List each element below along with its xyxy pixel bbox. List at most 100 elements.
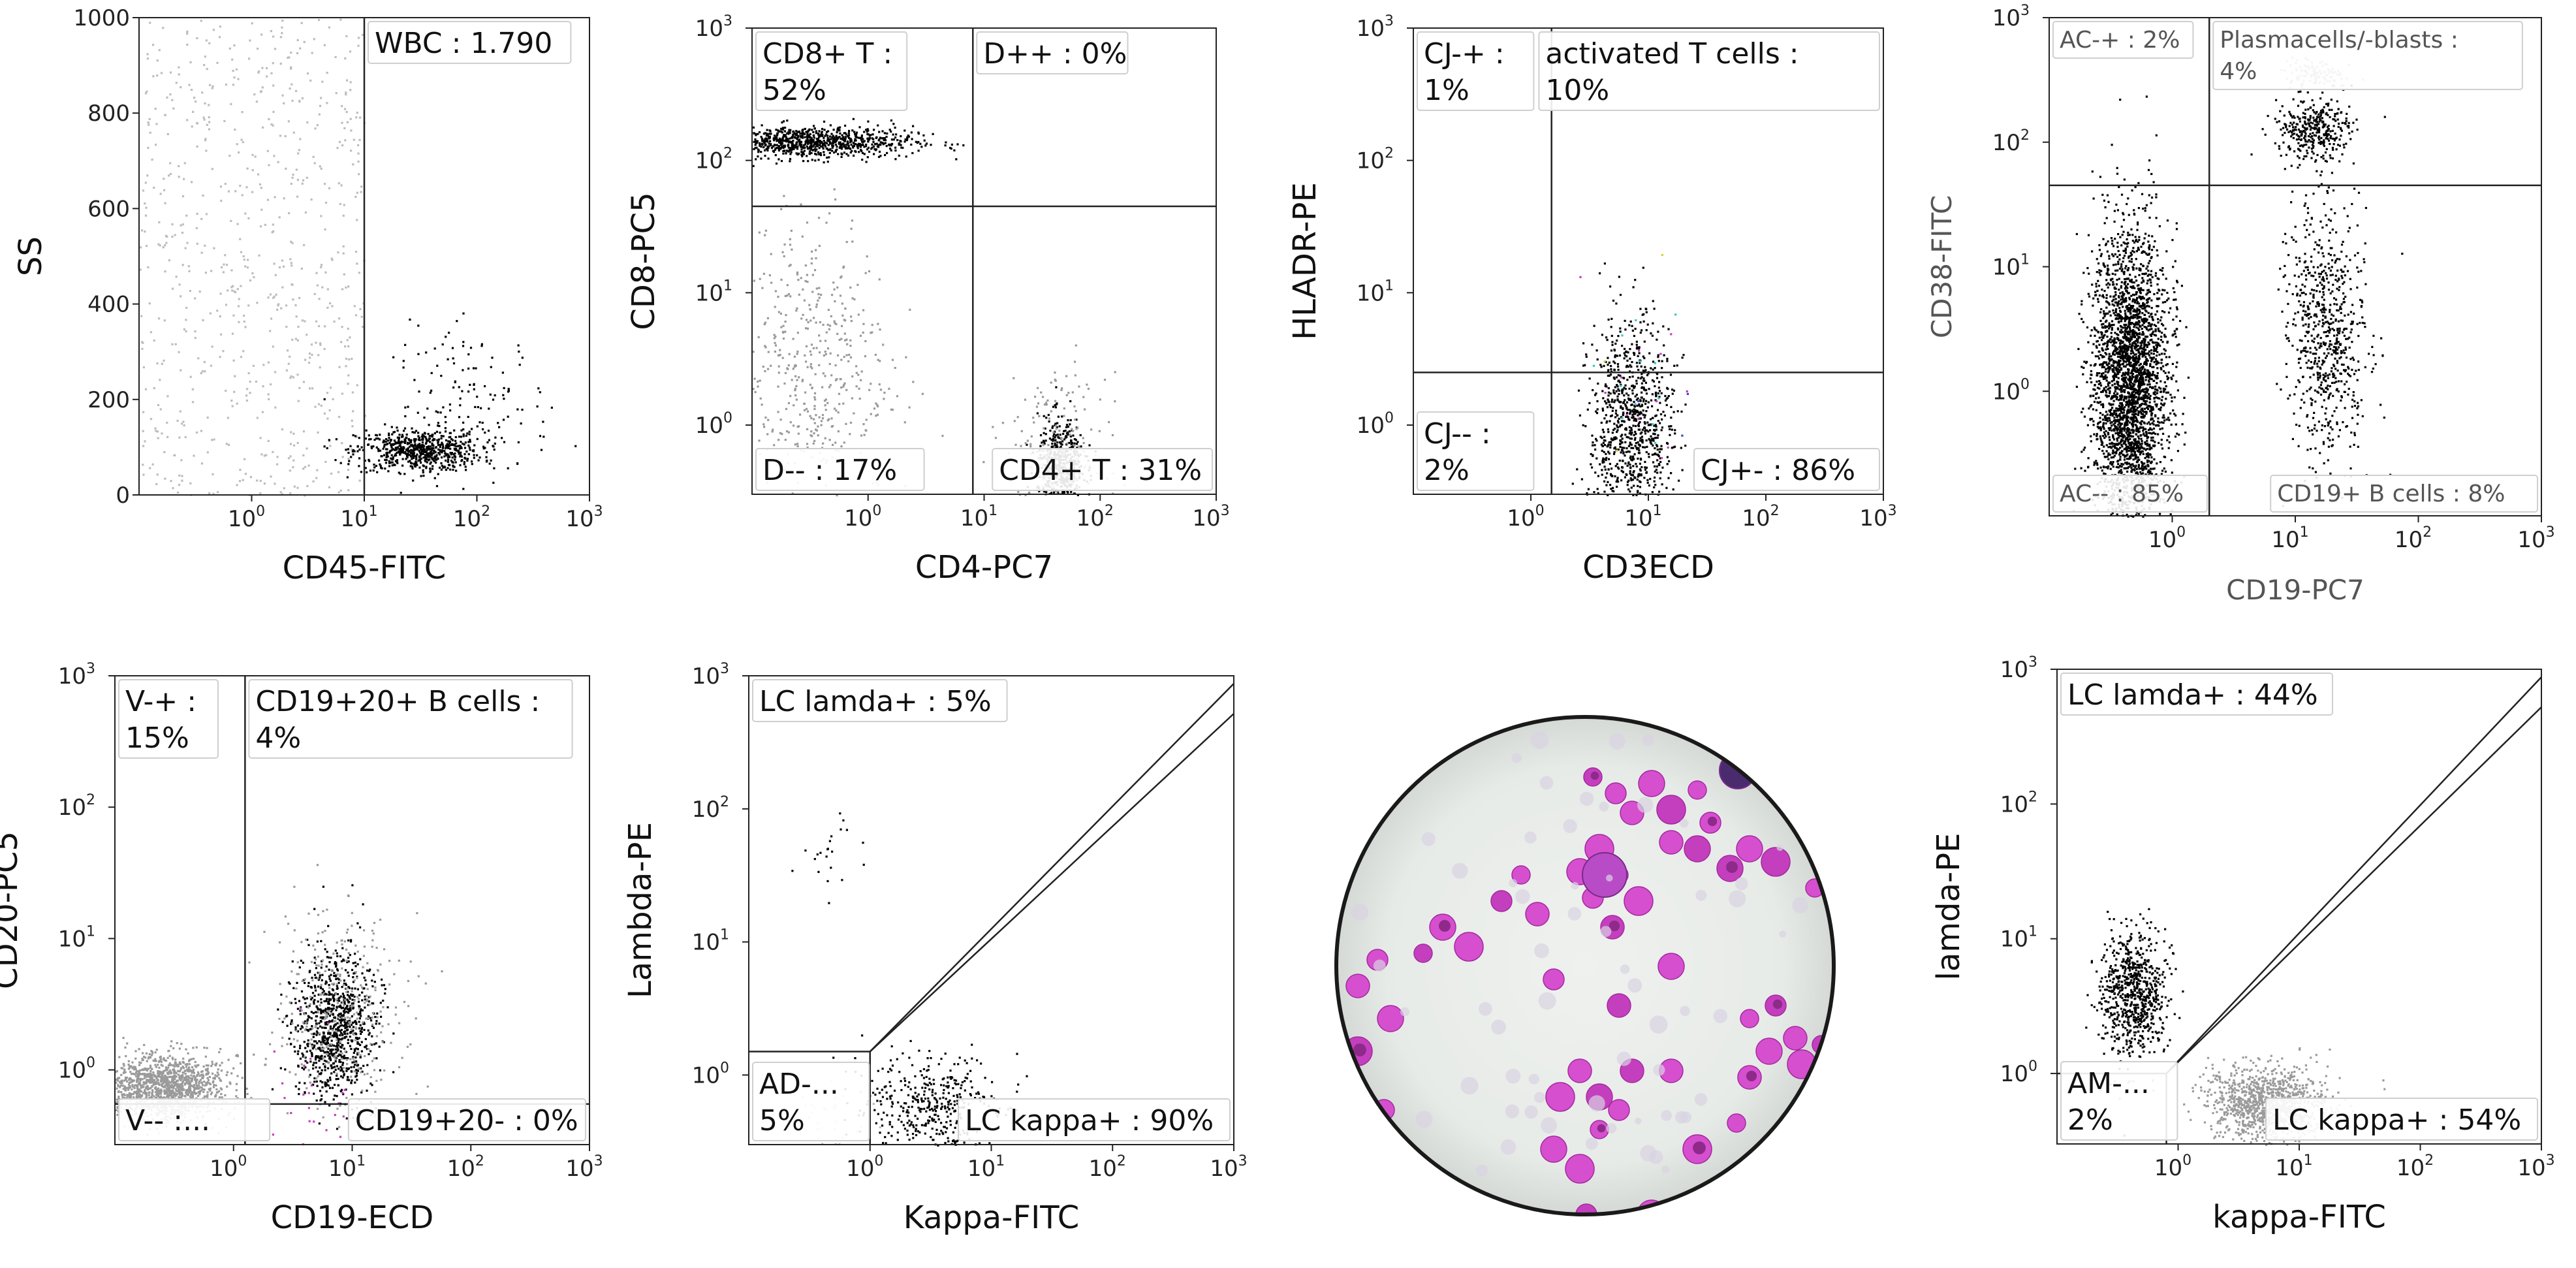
- data-point: [2139, 369, 2141, 372]
- data-point: [196, 212, 198, 215]
- data-point: [1635, 462, 1637, 466]
- data-point: [185, 214, 188, 217]
- data-point: [462, 369, 464, 372]
- data-point: [376, 471, 379, 473]
- data-point: [758, 231, 761, 234]
- data-point: [287, 362, 290, 365]
- data-point: [860, 150, 863, 152]
- region-label-text: CD8+ T :: [762, 37, 892, 71]
- data-point: [249, 476, 252, 479]
- data-point: [1075, 439, 1077, 441]
- data-point: [833, 136, 836, 139]
- data-point: [415, 445, 417, 448]
- data-point: [848, 147, 851, 150]
- data-point: [212, 492, 215, 495]
- data-point: [386, 439, 389, 442]
- data-point: [1624, 476, 1626, 479]
- data-point: [300, 22, 303, 24]
- data-point: [1595, 392, 1597, 395]
- data-point: [1591, 343, 1594, 346]
- data-point: [152, 75, 155, 78]
- data-point: [773, 334, 776, 336]
- data-point: [794, 146, 796, 149]
- data-point: [1617, 466, 1620, 469]
- data-point: [378, 459, 381, 462]
- data-point: [785, 150, 788, 152]
- data-point: [900, 144, 902, 146]
- data-point: [1635, 340, 1638, 343]
- data-point: [764, 321, 766, 324]
- data-point: [401, 449, 403, 452]
- data-point: [452, 465, 454, 468]
- data-point: [351, 358, 353, 360]
- data-point: [1644, 446, 1646, 449]
- data-point: [1639, 486, 1641, 488]
- data-point: [2167, 417, 2170, 419]
- data-point: [826, 156, 828, 159]
- data-point: [1644, 422, 1646, 425]
- data-point: [2104, 433, 2107, 436]
- data-point: [833, 320, 836, 323]
- data-point: [838, 392, 840, 395]
- data-point: [853, 154, 855, 157]
- data-point: [292, 459, 295, 462]
- data-point: [159, 408, 162, 411]
- data-point: [809, 353, 813, 356]
- data-point: [211, 345, 213, 348]
- data-point: [200, 462, 204, 465]
- data-point: [428, 445, 430, 448]
- data-point: [755, 141, 759, 144]
- data-point: [1671, 392, 1674, 395]
- data-point: [413, 445, 415, 447]
- region-label-activated-t-cells: activated T cells :10%: [1538, 31, 1880, 111]
- data-point: [1609, 420, 1611, 422]
- data-point: [1024, 494, 1027, 496]
- data-point: [391, 461, 394, 464]
- data-point: [835, 135, 838, 137]
- data-point: [171, 99, 174, 101]
- data-point: [809, 142, 811, 145]
- data-point: [449, 409, 452, 412]
- data-point: [2105, 379, 2108, 382]
- data-point: [786, 294, 789, 297]
- data-point: [253, 276, 255, 279]
- data-point: [2122, 261, 2124, 263]
- data-point: [2134, 313, 2137, 317]
- region-label-text: activated T cells :: [1545, 37, 1798, 71]
- data-point: [235, 68, 238, 71]
- data-point: [877, 405, 879, 407]
- data-point: [377, 448, 379, 451]
- data-point: [866, 148, 869, 151]
- data-point: [1633, 470, 1635, 473]
- data-point: [809, 308, 811, 311]
- data-point: [144, 202, 146, 205]
- data-point: [326, 71, 328, 74]
- data-point: [1629, 477, 1632, 480]
- data-point: [831, 294, 834, 296]
- data-point: [2119, 430, 2122, 432]
- data-point: [392, 431, 395, 434]
- data-point: [1636, 346, 1639, 349]
- tick-exponent: 1: [1653, 503, 1662, 519]
- data-point: [872, 145, 875, 148]
- y-tick-label: 102: [695, 146, 732, 174]
- data-point: [1674, 445, 1676, 448]
- data-point: [2146, 274, 2149, 277]
- data-point: [342, 245, 345, 247]
- data-point: [819, 144, 821, 147]
- data-point: [1024, 442, 1027, 445]
- data-point: [830, 374, 833, 377]
- region-label-cj-: CJ-+ :1%: [1417, 31, 1535, 111]
- data-point: [451, 443, 454, 445]
- data-point: [1594, 444, 1596, 447]
- data-point: [1652, 437, 1655, 440]
- data-point: [437, 441, 439, 444]
- data-point: [461, 390, 463, 392]
- data-point: [406, 456, 409, 459]
- data-point: [203, 64, 206, 67]
- data-point: [474, 405, 477, 408]
- data-point: [1630, 433, 1633, 436]
- data-point: [894, 146, 897, 149]
- data-point: [845, 143, 848, 146]
- data-point: [895, 133, 898, 136]
